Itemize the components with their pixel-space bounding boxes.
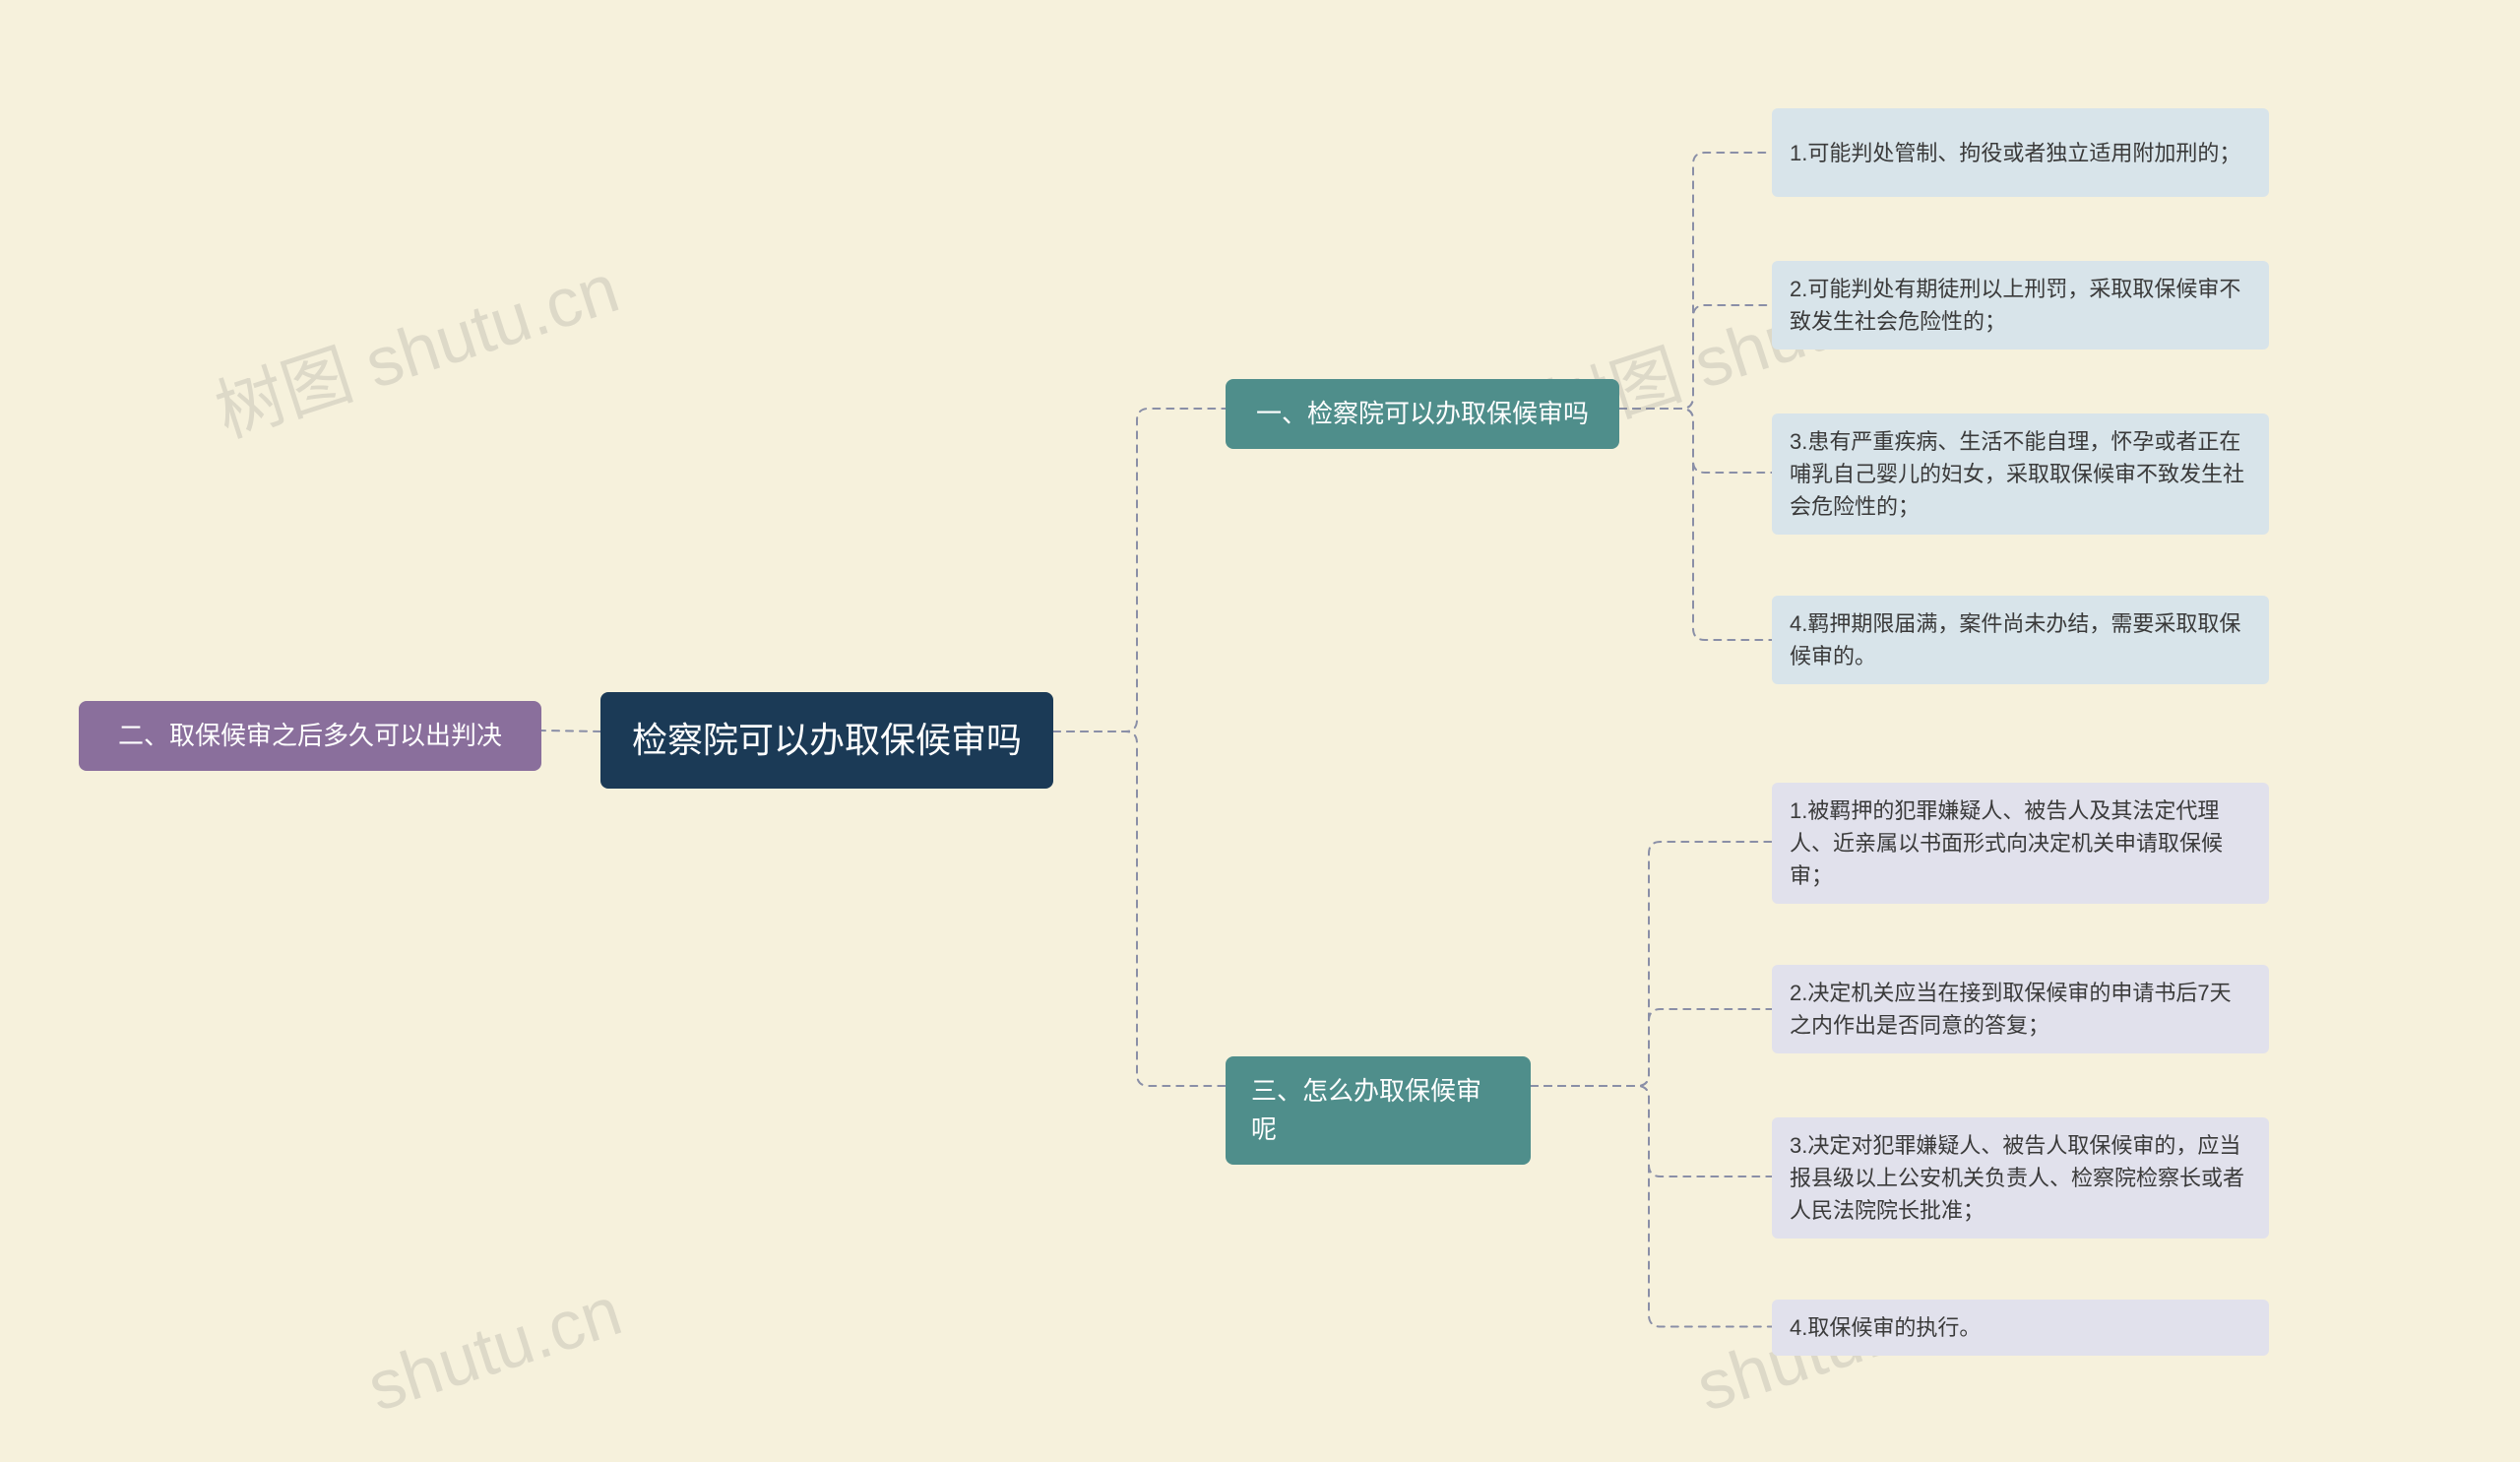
leaf-node-1-1[interactable]: 1.可能判处管制、拘役或者独立适用附加刑的；	[1772, 108, 2269, 197]
leaf-node-1-4[interactable]: 4.羁押期限届满，案件尚未办结，需要采取取保候审的。	[1772, 596, 2269, 684]
leaf-node-3-2[interactable]: 2.决定机关应当在接到取保候审的申请书后7天之内作出是否同意的答复；	[1772, 965, 2269, 1053]
leaf-node-1-3[interactable]: 3.患有严重疾病、生活不能自理，怀孕或者正在哺乳自己婴儿的妇女，采取取保候审不致…	[1772, 413, 2269, 535]
watermark: shutu.cn	[358, 1271, 630, 1427]
root-node[interactable]: 检察院可以办取保候审吗	[600, 692, 1053, 789]
leaf-node-3-1[interactable]: 1.被羁押的犯罪嫌疑人、被告人及其法定代理人、近亲属以书面形式向决定机关申请取保…	[1772, 783, 2269, 904]
leaf-node-3-3[interactable]: 3.决定对犯罪嫌疑人、被告人取保候审的，应当报县级以上公安机关负责人、检察院检察…	[1772, 1117, 2269, 1239]
leaf-node-3-4[interactable]: 4.取保候审的执行。	[1772, 1300, 2269, 1356]
mindmap-canvas: 树图 shutu.cn树图 shutu.cnshutu.cnshutu.cn检察…	[0, 0, 2520, 1462]
leaf-node-1-2[interactable]: 2.可能判处有期徒刑以上刑罚，采取取保候审不致发生社会危险性的；	[1772, 261, 2269, 350]
watermark: 树图 shutu.cn	[202, 233, 630, 457]
branch-node-2[interactable]: 二、取保候审之后多久可以出判决	[79, 701, 541, 771]
branch-node-1[interactable]: 一、检察院可以办取保候审吗	[1226, 379, 1619, 449]
branch-node-3[interactable]: 三、怎么办取保候审呢	[1226, 1056, 1531, 1165]
